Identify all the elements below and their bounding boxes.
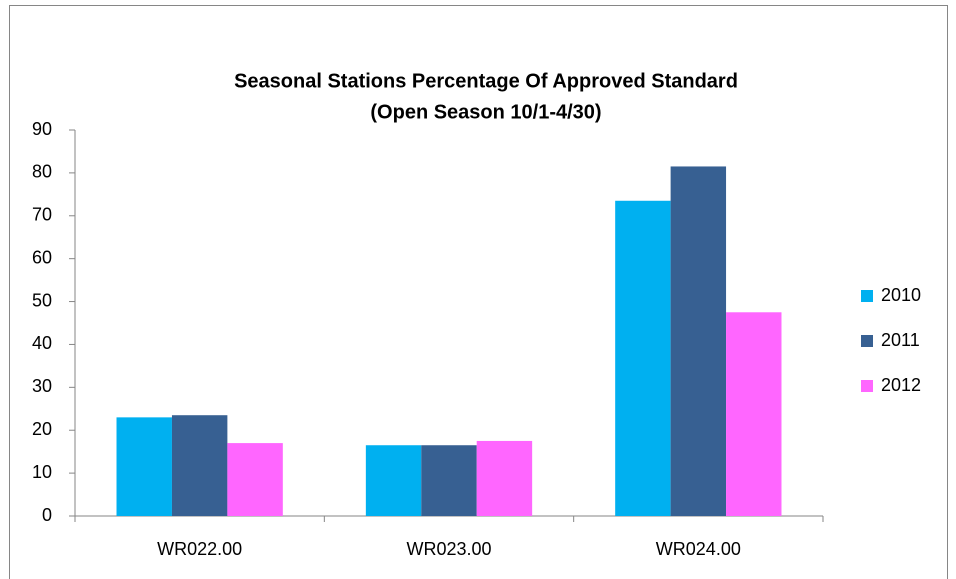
- y-tick-label: 10: [32, 462, 52, 482]
- x-tick-label: WR023.00: [406, 539, 491, 559]
- bar: [615, 200, 671, 516]
- y-tick-label: 80: [32, 162, 52, 182]
- y-tick-label: 70: [32, 205, 52, 225]
- y-tick-label: 40: [32, 333, 52, 353]
- bar: [171, 415, 228, 516]
- y-tick-label: 20: [32, 419, 52, 439]
- legend-label: 2012: [881, 375, 921, 395]
- bar: [670, 166, 727, 516]
- legend-swatch: [861, 290, 873, 302]
- x-tick-label: WR022.00: [157, 539, 242, 559]
- bar: [726, 312, 782, 516]
- y-tick-label: 0: [42, 505, 52, 525]
- chart-subtitle: (Open Season 10/1-4/30): [370, 101, 601, 123]
- chart-title: Seasonal Stations Percentage Of Approved…: [234, 70, 738, 92]
- legend-label: 2010: [881, 285, 921, 305]
- y-tick-label: 50: [32, 290, 52, 310]
- bar: [116, 417, 172, 516]
- legend-swatch: [861, 335, 873, 347]
- bar: [476, 440, 533, 516]
- y-tick-label: 90: [32, 119, 52, 139]
- y-tick-label: 60: [32, 247, 52, 267]
- y-tick-label: 30: [32, 376, 52, 396]
- bar: [365, 445, 422, 516]
- legend-label: 2011: [881, 330, 920, 350]
- bar: [421, 445, 477, 516]
- x-tick-label: WR024.00: [656, 539, 741, 559]
- bar: [227, 443, 283, 516]
- legend-swatch: [861, 380, 873, 392]
